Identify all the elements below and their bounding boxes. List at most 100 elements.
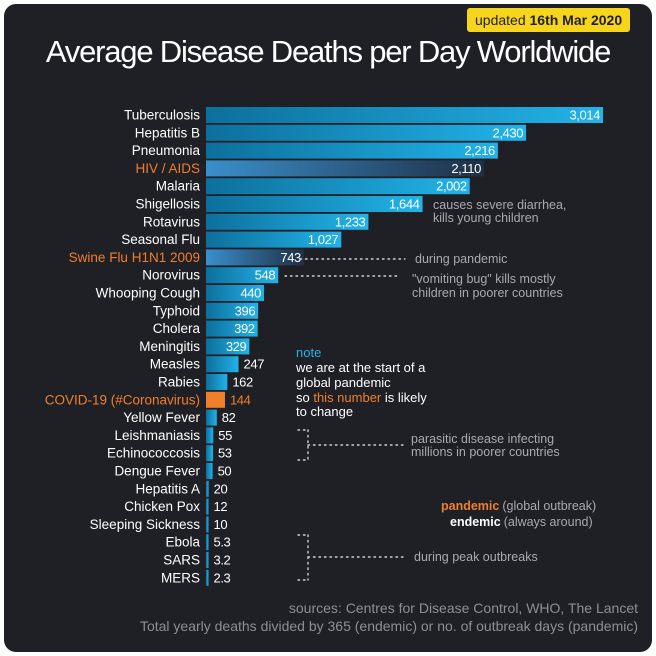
- value-label: 20: [214, 481, 228, 496]
- bar: [206, 569, 209, 586]
- value-label: 3.2: [214, 553, 231, 568]
- value-label: 162: [232, 375, 253, 390]
- legend-pandemic: pandemic (global outbreak): [441, 499, 596, 513]
- value-label: 3,014: [569, 108, 600, 123]
- badge-date: 16th Mar 2020: [529, 12, 623, 28]
- updated-badge: updated 16th Mar 2020: [467, 8, 631, 32]
- note-line3_hl: this number: [313, 390, 382, 405]
- category-label: MERS: [161, 570, 200, 585]
- category-label: Echinococcosis: [107, 446, 200, 461]
- value-label: 743: [280, 250, 301, 265]
- value-label: 392: [234, 321, 255, 336]
- bar: [206, 302, 259, 319]
- bar: [206, 391, 225, 408]
- footer-method: Total yearly deaths divided by 365 (ende…: [139, 618, 638, 634]
- category-label: Seasonal Flu: [121, 232, 200, 247]
- bar: [206, 480, 209, 497]
- bar: [206, 160, 484, 177]
- annotation-parasitic-2: millions in poorer countries: [411, 445, 560, 459]
- note-line3_pre: so: [296, 390, 313, 405]
- bar: [206, 338, 250, 355]
- value-label: 440: [240, 286, 261, 301]
- legend-endemic-term: endemic: [450, 515, 501, 529]
- bar: [206, 267, 279, 284]
- bar: [206, 445, 213, 462]
- category-label: Measles: [150, 357, 201, 372]
- bar: [206, 107, 603, 123]
- bar: [206, 552, 209, 568]
- value-label: 1,233: [335, 214, 366, 229]
- annotation-norovirus-1: "vomiting bug" kills mostly: [412, 272, 556, 286]
- value-label: 2.3: [214, 570, 231, 585]
- note-line3_post: is likely: [381, 390, 427, 405]
- bar: [206, 534, 209, 551]
- value-label: 55: [218, 428, 232, 443]
- value-label: 2,002: [436, 179, 467, 194]
- value-label: 2,216: [464, 143, 495, 158]
- bar: [206, 409, 217, 426]
- bar: [206, 374, 228, 390]
- category-label: Cholera: [153, 321, 201, 336]
- category-label: Rotavirus: [143, 214, 200, 229]
- annotation-parasitic-1: parasitic disease infecting: [411, 432, 554, 446]
- bar: [206, 285, 264, 301]
- value-label: 247: [244, 357, 265, 372]
- annotation-peak: during peak outbreaks: [414, 550, 538, 564]
- value-label: 12: [214, 499, 228, 514]
- note-line-3: so this number is likely: [296, 390, 427, 405]
- bar: [206, 231, 342, 248]
- category-label: Shigellosis: [135, 197, 200, 212]
- value-label: 548: [255, 268, 276, 283]
- value-label: 53: [218, 446, 232, 461]
- category-label: Sleeping Sickness: [90, 517, 201, 532]
- annotation-shigellosis-2: kills young children: [433, 211, 539, 225]
- legend-endemic: endemic (always around): [450, 515, 593, 529]
- category-label: Malaria: [156, 179, 201, 194]
- bar: [206, 463, 213, 479]
- value-label: 82: [222, 410, 236, 425]
- category-label: Leishmaniasis: [114, 428, 200, 443]
- bar: [206, 516, 209, 533]
- bar: [206, 249, 304, 266]
- category-label: Ebola: [165, 535, 200, 550]
- bar: [206, 196, 423, 212]
- category-label: Hepatitis A: [135, 481, 200, 496]
- category-label: Chicken Pox: [124, 499, 200, 514]
- category-label: Typhoid: [153, 303, 200, 318]
- bar: [206, 124, 527, 141]
- bar: [206, 356, 239, 373]
- chart-title: Average Disease Deaths per Day Worldwide: [45, 34, 611, 69]
- category-label: Hepatitis B: [135, 125, 200, 140]
- category-label: Pneumonia: [132, 143, 201, 158]
- category-label: Yellow Fever: [123, 410, 200, 425]
- value-label: 2,110: [451, 161, 481, 176]
- category-label: Dengue Fever: [114, 464, 200, 479]
- note-line-4: to change: [296, 404, 353, 419]
- annotation-swine: during pandemic: [415, 252, 507, 266]
- value-label: 1,644: [389, 197, 420, 212]
- note-line-2: global pandemic: [296, 375, 391, 390]
- value-label: 329: [226, 339, 247, 354]
- value-label: 10: [214, 517, 228, 532]
- footer-sources: sources: Centres for Disease Control, WH…: [288, 600, 638, 616]
- category-label: Tuberculosis: [124, 108, 200, 123]
- category-label: Meningitis: [139, 339, 200, 354]
- category-label: HIV / AIDS: [135, 161, 200, 176]
- value-label: 396: [235, 303, 256, 318]
- category-label: Rabies: [158, 375, 200, 390]
- legend-pandemic-def: (global outbreak): [502, 499, 596, 513]
- value-label: 2,430: [493, 125, 524, 140]
- note-heading: note: [296, 345, 321, 360]
- bar: [206, 498, 209, 515]
- category-label: COVID-19 (#Coronavirus): [45, 392, 200, 407]
- value-label: 144: [230, 392, 251, 407]
- bar: [206, 213, 369, 230]
- annotation-norovirus-2: children in poorer countries: [412, 286, 563, 300]
- value-label: 1,027: [308, 232, 339, 247]
- category-label: Whooping Cough: [96, 286, 200, 301]
- category-label: Swine Flu H1N1 2009: [69, 250, 200, 265]
- legend-endemic-def: (always around): [504, 515, 593, 529]
- value-label: 5.3: [214, 535, 231, 550]
